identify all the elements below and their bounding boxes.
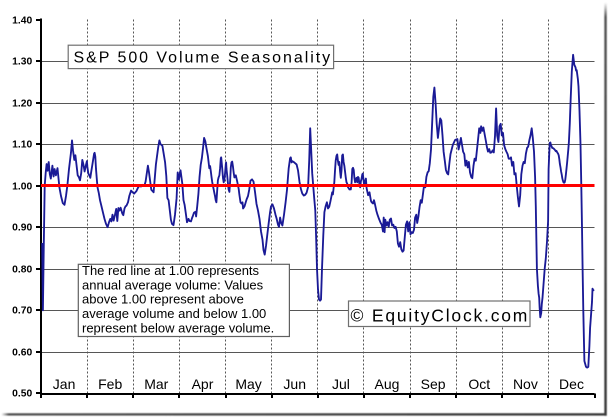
svg-text:The red line at 1.00 represent: The red line at 1.00 represents [82,263,260,278]
svg-text:0.50: 0.50 [12,389,32,400]
svg-text:Sep: Sep [421,376,446,392]
svg-text:Dec: Dec [559,376,584,392]
svg-text:above 1.00 represent above: above 1.00 represent above [82,292,244,307]
svg-text:May: May [235,376,261,392]
svg-text:0.60: 0.60 [12,348,32,359]
svg-text:0.90: 0.90 [12,223,32,234]
svg-text:average volume and below 1.00: average volume and below 1.00 [82,306,266,321]
svg-text:S&P 500 Volume Seasonality: S&P 500 Volume Seasonality [74,49,333,66]
svg-text:Jun: Jun [283,376,306,392]
svg-text:represent below average volume: represent below average volume. [82,321,274,336]
svg-text:1.40: 1.40 [12,16,32,27]
svg-text:0.70: 0.70 [12,306,32,317]
svg-text:1.10: 1.10 [12,140,32,151]
svg-text:0.80: 0.80 [12,265,32,276]
svg-text:Jan: Jan [53,376,76,392]
svg-text:1.30: 1.30 [12,57,32,68]
svg-text:1.20: 1.20 [12,99,32,110]
svg-text:Aug: Aug [375,376,400,392]
svg-text:Oct: Oct [468,376,490,392]
svg-text:1.00: 1.00 [12,182,32,193]
svg-text:Mar: Mar [144,376,168,392]
svg-text:Jul: Jul [332,376,350,392]
svg-text:annual average volume: Values: annual average volume: Values [82,277,264,292]
svg-text:Feb: Feb [98,376,122,392]
svg-text:Apr: Apr [192,376,214,392]
svg-text:© EquityClock.com: © EquityClock.com [351,306,530,326]
svg-text:Nov: Nov [513,376,538,392]
